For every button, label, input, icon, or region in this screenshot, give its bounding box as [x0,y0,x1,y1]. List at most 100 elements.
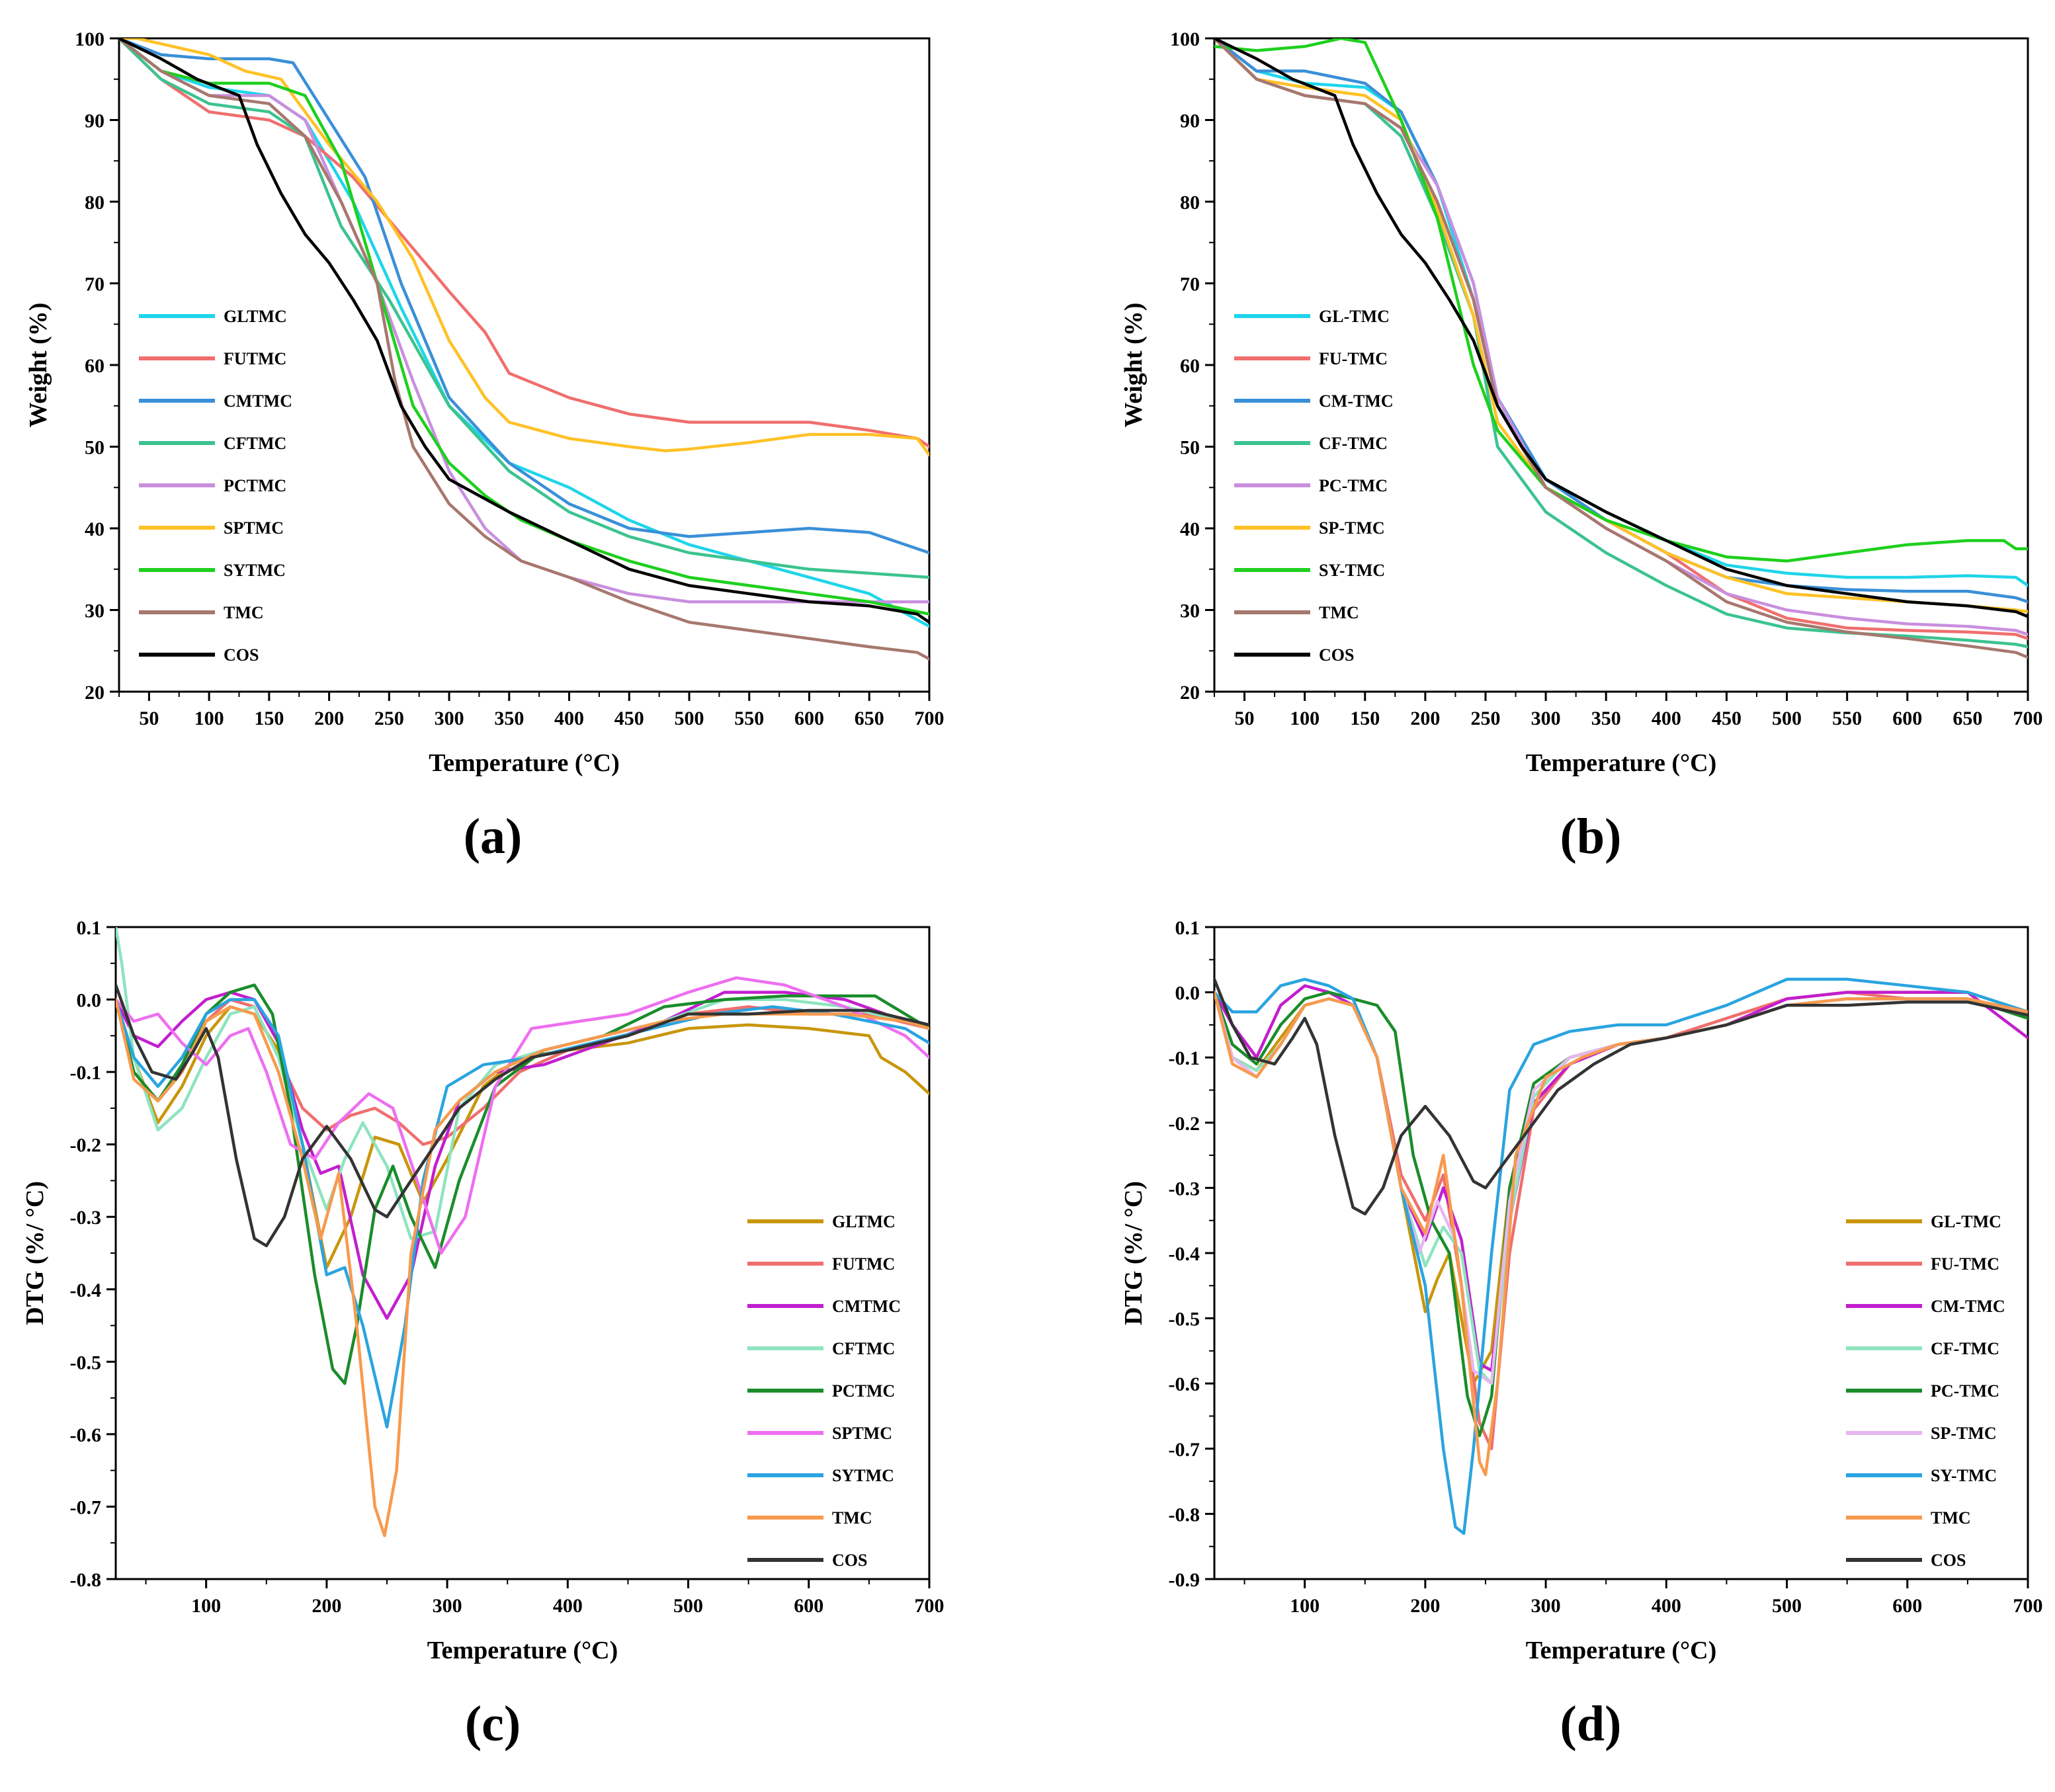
series-line-cf-tmc [1214,38,2028,649]
y-tick-label: 80 [85,192,105,214]
x-tick-label: 50 [139,708,159,729]
y-tick-label: 50 [85,437,105,459]
y-tick-label: 0.1 [77,917,102,939]
y-tick-label: 70 [85,274,105,296]
y-tick-label: -0.4 [1169,1243,1200,1265]
legend-label: TMC [832,1508,872,1527]
y-tick-label: 40 [85,518,105,540]
legend-label: PC-TMC [1319,476,1388,495]
y-tick-label: 60 [85,355,105,377]
x-tick-label: 300 [1531,1595,1561,1617]
y-tick-label: -0.6 [1169,1373,1200,1395]
legend-label: COS [224,645,259,665]
x-tick-label: 50 [1235,708,1255,729]
legend-label: COS [1319,645,1354,665]
x-tick-label: 700 [2013,708,2043,729]
x-tick-label: 550 [734,708,764,729]
x-tick-label: 450 [1712,708,1741,729]
legend-label: SP-TMC [1319,518,1385,538]
x-tick-label: 650 [1952,708,1982,729]
x-tick-label: 400 [554,708,584,729]
legend-label: FUTMC [832,1254,895,1274]
y-tick-label: 40 [1180,518,1200,540]
series-line-futmc [116,998,929,1146]
y-tick-label: 0.0 [1175,983,1200,1004]
series-line-cos [1214,977,2028,1216]
y-tick-label: 0.0 [77,990,102,1012]
y-axis-title: DTG (%/ °C) [21,1181,49,1325]
y-tick-label: -0.3 [70,1207,102,1229]
series-line-tmc [1214,38,2028,659]
legend-label: SYTMC [224,561,286,580]
y-axis-title: DTG (%/ °C) [1120,1181,1148,1325]
legend-label: SPTMC [224,518,284,538]
x-tick-label: 250 [1471,708,1501,729]
legend-label: GL-TMC [1931,1212,2001,1231]
legend-label: FU-TMC [1931,1254,1999,1274]
series-group [119,38,929,661]
x-tick-label: 600 [794,1595,823,1617]
series-group [116,927,929,1537]
y-tick-label: 50 [1180,437,1200,459]
series-line-fu-tmc [1214,38,2028,640]
x-tick-label: 500 [673,1595,703,1617]
x-tick-label: 400 [553,1595,583,1617]
series-line-cos [1214,38,2028,618]
series-line-cos [119,38,929,624]
y-tick-label: -0.7 [70,1496,102,1518]
y-tick-label: 90 [85,110,105,132]
plot-frame [114,926,931,1580]
x-tick-label: 300 [1531,708,1561,729]
y-tick-label: -0.2 [70,1135,102,1157]
x-tick-label: 100 [1290,1595,1320,1617]
series-line-tmc [116,998,929,1537]
series-line-tmc [119,38,929,661]
x-tick-label: 150 [1350,708,1380,729]
y-tick-label: 80 [1180,192,1200,214]
x-tick-label: 600 [1892,708,1922,729]
legend-label: GLTMC [832,1212,896,1231]
y-tick-label: 100 [75,28,105,50]
x-tick-label: 700 [915,708,944,729]
y-tick-label: -0.7 [1169,1439,1200,1461]
x-tick-label: 700 [2013,1595,2043,1617]
x-tick-label: 200 [1410,708,1440,729]
x-axis-title: Temperature (°C) [1526,1637,1717,1664]
series-line-gltmc [116,998,929,1270]
legend-label: FUTMC [224,349,286,368]
series-line-sptmc [119,38,929,457]
x-tick-label: 100 [194,708,224,729]
panel-label: (a) [464,809,523,864]
legend-label: PCTMC [832,1381,895,1401]
series-group [1214,38,2028,659]
legend-label: GLTMC [224,307,287,326]
series-line-cm-tmc [1214,38,2028,604]
legend-label: PC-TMC [1931,1381,1999,1401]
y-tick-label: -0.4 [70,1280,102,1301]
legend-label: CMTMC [224,391,292,411]
y-tick-label: -0.5 [70,1352,102,1373]
chart-panel-0: 50 100 150 200 250 300 350 400 450 500 550 600 650 70… [24,28,944,864]
y-tick-label: 30 [1180,600,1200,622]
series-line-tmc [1214,991,2028,1477]
legend-label: CM-TMC [1319,391,1394,411]
panel-label: (d) [1560,1696,1622,1752]
legend-label: TMC [224,603,264,622]
legend-label: SY-TMC [1319,561,1385,580]
x-tick-label: 300 [435,708,464,729]
y-tick-label: -0.2 [1169,1113,1200,1135]
x-tick-label: 350 [1591,708,1621,729]
x-tick-label: 500 [1772,708,1802,729]
legend-label: COS [832,1551,867,1570]
y-axis-title: Weight (%) [1120,303,1148,428]
x-tick-label: 500 [675,708,704,729]
x-tick-label: 400 [1652,1595,1681,1617]
x-tick-label: 650 [855,708,884,729]
chart-panel-3: 100 200 300 400 500 600 700 -0.9 -0.8 -0.7 -0.6 -0.… [1120,917,2043,1752]
y-tick-label: -0.5 [1169,1309,1200,1330]
series-line-cftmc [116,927,929,1241]
y-tick-label: -0.1 [70,1062,102,1084]
legend-label: GL-TMC [1319,307,1390,326]
series-line-pc-tmc [1214,991,2028,1438]
